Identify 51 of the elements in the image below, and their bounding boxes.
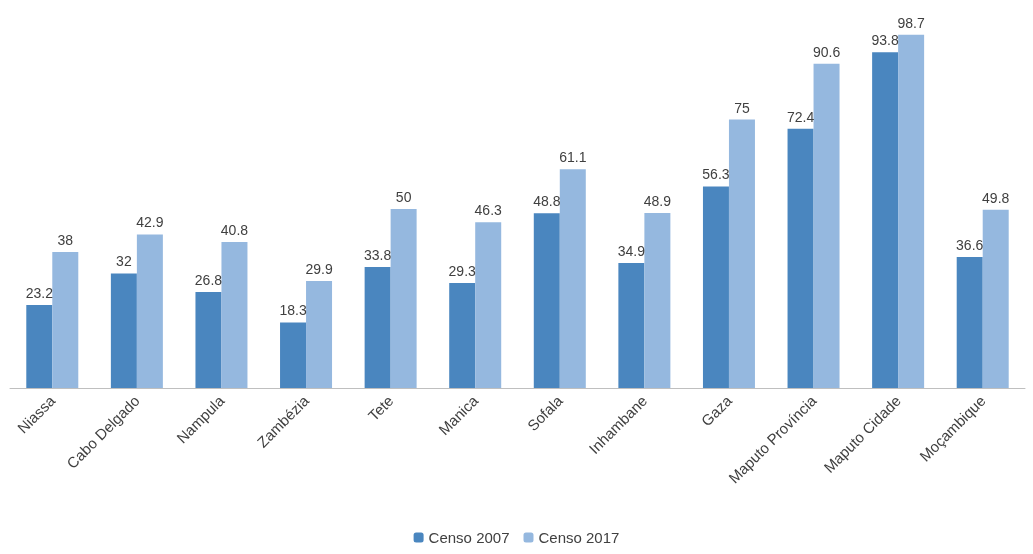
bar [306, 280, 333, 388]
data-label: 33.8 [364, 247, 392, 263]
data-label: 50 [395, 189, 412, 205]
data-label: 93.8 [871, 32, 899, 49]
bar [195, 292, 222, 388]
bar [618, 263, 645, 388]
data-label: 23.2 [25, 284, 54, 301]
data-label: 75 [734, 99, 750, 116]
bar [390, 209, 417, 388]
data-label: 61.1 [559, 149, 587, 166]
bar [728, 119, 755, 388]
data-label: 26.8 [194, 272, 223, 289]
bar [533, 213, 560, 388]
bar [26, 304, 53, 388]
legend-label: Censo 2007 [428, 529, 510, 546]
data-label: 40.8 [220, 221, 249, 238]
bar [559, 169, 586, 388]
data-label: 32 [116, 253, 132, 270]
data-label: 98.7 [897, 14, 925, 31]
bar [898, 34, 925, 388]
data-label: 48.8 [533, 193, 561, 210]
data-label: 42.9 [136, 214, 164, 231]
data-label: 56.3 [702, 166, 730, 183]
data-label: 18.3 [279, 302, 307, 319]
bar [110, 273, 137, 388]
bar [449, 283, 476, 388]
bar [644, 212, 671, 388]
x-tick-label: Tete [364, 391, 397, 425]
bar [364, 267, 391, 388]
data-label: 72.4 [786, 108, 815, 125]
data-label: 46.3 [474, 202, 503, 219]
data-label: 29.3 [448, 263, 477, 280]
bar [872, 52, 899, 388]
data-label: 38 [57, 231, 74, 248]
data-label: 36.6 [956, 236, 984, 253]
data-label: 48.9 [643, 192, 672, 209]
bar [787, 128, 814, 388]
bar [475, 222, 502, 388]
bar [221, 241, 248, 388]
data-label: 90.6 [812, 43, 841, 60]
legend-label: Censo 2017 [538, 529, 620, 546]
bar [982, 209, 1009, 388]
data-label: 29.9 [305, 260, 333, 277]
bar [52, 251, 79, 388]
bar [280, 322, 307, 388]
bar [136, 234, 163, 388]
data-label: 49.8 [982, 189, 1010, 206]
data-label: 34.9 [617, 243, 646, 260]
bar [956, 256, 983, 388]
bar [702, 186, 729, 388]
bar [813, 63, 840, 388]
